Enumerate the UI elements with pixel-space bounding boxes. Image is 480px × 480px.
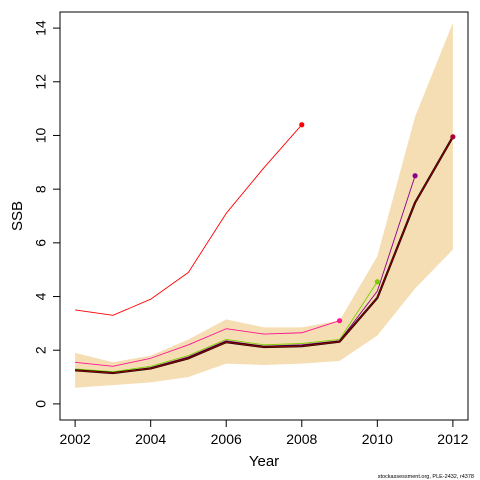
endpoint-markers-layer	[299, 122, 456, 324]
y-axis: 0 2 4 6 8 10 12 14	[33, 20, 61, 408]
confidence-band	[75, 22, 453, 388]
series-layer	[75, 124, 454, 375]
endpoint-marker-3	[374, 279, 380, 285]
y-tick-label-8: 8	[33, 185, 49, 193]
x-tick-label-2012: 2012	[437, 431, 468, 447]
x-axis-title: Year	[249, 453, 279, 470]
x-tick-label-2008: 2008	[286, 431, 317, 447]
endpoint-marker-4	[412, 173, 418, 179]
y-tick-label-0: 0	[33, 400, 49, 408]
series-line-2	[75, 320, 340, 367]
y-tick-label-10: 10	[33, 127, 49, 143]
x-tick-label-2002: 2002	[60, 431, 91, 447]
series-line-3	[75, 281, 378, 373]
endpoint-marker-5	[450, 134, 456, 140]
footnote: stockassessment.org, PLE-2432, r4378	[378, 474, 474, 480]
x-tick-label-2004: 2004	[135, 431, 166, 447]
series-line-6	[75, 136, 454, 374]
x-axis: 2002 2004 2006 2008 2010 2012	[60, 419, 469, 447]
confidence-band-layer	[75, 22, 453, 388]
y-tick-label-2: 2	[33, 346, 49, 354]
endpoint-marker-2	[336, 318, 343, 324]
y-tick-label-4: 4	[33, 292, 49, 300]
y-axis-title: SSB	[9, 201, 26, 231]
x-tick-label-2010: 2010	[362, 431, 393, 447]
y-tick-label-6: 6	[33, 239, 49, 247]
y-tick-label-12: 12	[33, 74, 49, 90]
y-tick-label-14: 14	[33, 20, 49, 36]
series-line-1	[75, 124, 303, 316]
x-tick-label-2006: 2006	[211, 431, 242, 447]
endpoint-marker-1	[299, 122, 305, 128]
